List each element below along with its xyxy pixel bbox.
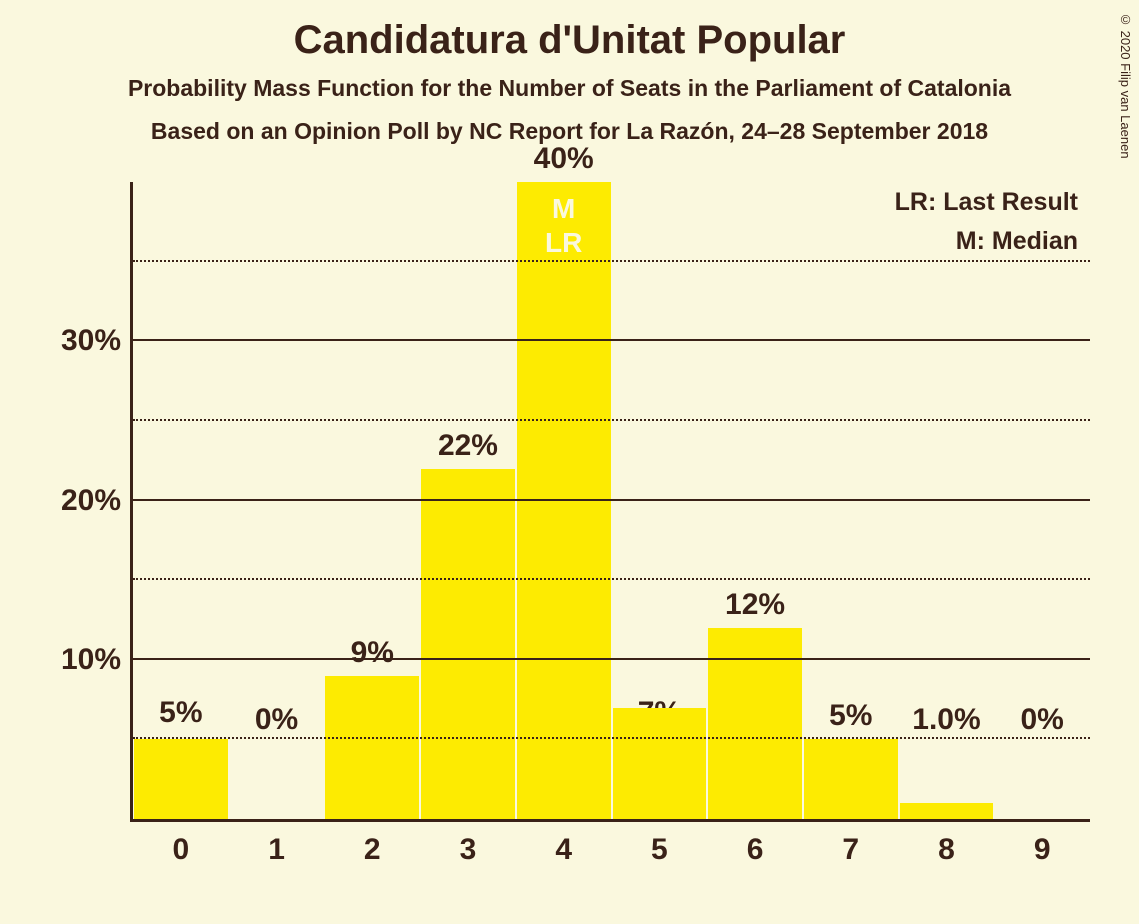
y-tick-label: 20% — [61, 484, 121, 518]
bar-slot: 12%6 — [707, 182, 803, 819]
y-tick-label: 10% — [61, 643, 121, 677]
x-tick-label: 8 — [899, 819, 995, 867]
bar: 40%MLR — [517, 182, 611, 819]
x-tick-label: 6 — [707, 819, 803, 867]
chart: LR: Last Result M: Median 5%00%19%222%34… — [60, 172, 1100, 862]
bar-value-label: 5% — [133, 696, 229, 736]
x-tick-label: 9 — [994, 819, 1090, 867]
bar: 12% — [708, 628, 802, 819]
chart-subtitle-2: Based on an Opinion Poll by NC Report fo… — [0, 102, 1139, 145]
x-tick-label: 1 — [229, 819, 325, 867]
x-tick-label: 7 — [803, 819, 899, 867]
copyright-text: © 2020 Filip van Laenen — [1118, 12, 1133, 159]
bar: 22% — [421, 469, 515, 819]
bar-slot: 1.0%8 — [899, 182, 995, 819]
gridline-minor — [133, 737, 1090, 739]
bar-value-label: 40% — [517, 142, 611, 182]
plot-area: LR: Last Result M: Median 5%00%19%222%34… — [130, 182, 1090, 822]
bar-slot: 5%0 — [133, 182, 229, 819]
bar-inner-annotation: MLR — [517, 192, 611, 259]
bar-slot: 0%9 — [994, 182, 1090, 819]
bar-slot: 40%MLR4 — [516, 182, 612, 819]
bar-value-label: 12% — [708, 588, 802, 628]
bar-slot: 22%3 — [420, 182, 516, 819]
y-tick-label: 30% — [61, 324, 121, 358]
x-tick-label: 0 — [133, 819, 229, 867]
x-tick-label: 4 — [516, 819, 612, 867]
bar — [134, 739, 228, 819]
gridline-major: 20% — [133, 499, 1090, 501]
bar-slot: 7%5 — [612, 182, 708, 819]
bar-slot: 9%2 — [324, 182, 420, 819]
bar-slot: 0%1 — [229, 182, 325, 819]
x-tick-label: 5 — [612, 819, 708, 867]
bar: 5% — [804, 739, 898, 819]
gridline-minor — [133, 578, 1090, 580]
bar-value-label: 5% — [804, 699, 898, 739]
bar-value-label: 22% — [421, 429, 515, 469]
bar-value-label: 9% — [325, 636, 419, 676]
x-tick-label: 2 — [324, 819, 420, 867]
bar — [613, 708, 707, 819]
gridline-minor — [133, 419, 1090, 421]
bar — [900, 803, 994, 819]
chart-title: Candidatura d'Unitat Popular — [0, 0, 1139, 63]
bars-container: 5%00%19%222%340%MLR47%512%65%71.0%80%9 — [133, 182, 1090, 819]
bar-slot: 5%7 — [803, 182, 899, 819]
gridline-major: 30% — [133, 339, 1090, 341]
gridline-minor — [133, 260, 1090, 262]
gridline-major: 10% — [133, 658, 1090, 660]
x-tick-label: 3 — [420, 819, 516, 867]
bar: 9% — [325, 676, 419, 819]
chart-subtitle-1: Probability Mass Function for the Number… — [0, 63, 1139, 102]
